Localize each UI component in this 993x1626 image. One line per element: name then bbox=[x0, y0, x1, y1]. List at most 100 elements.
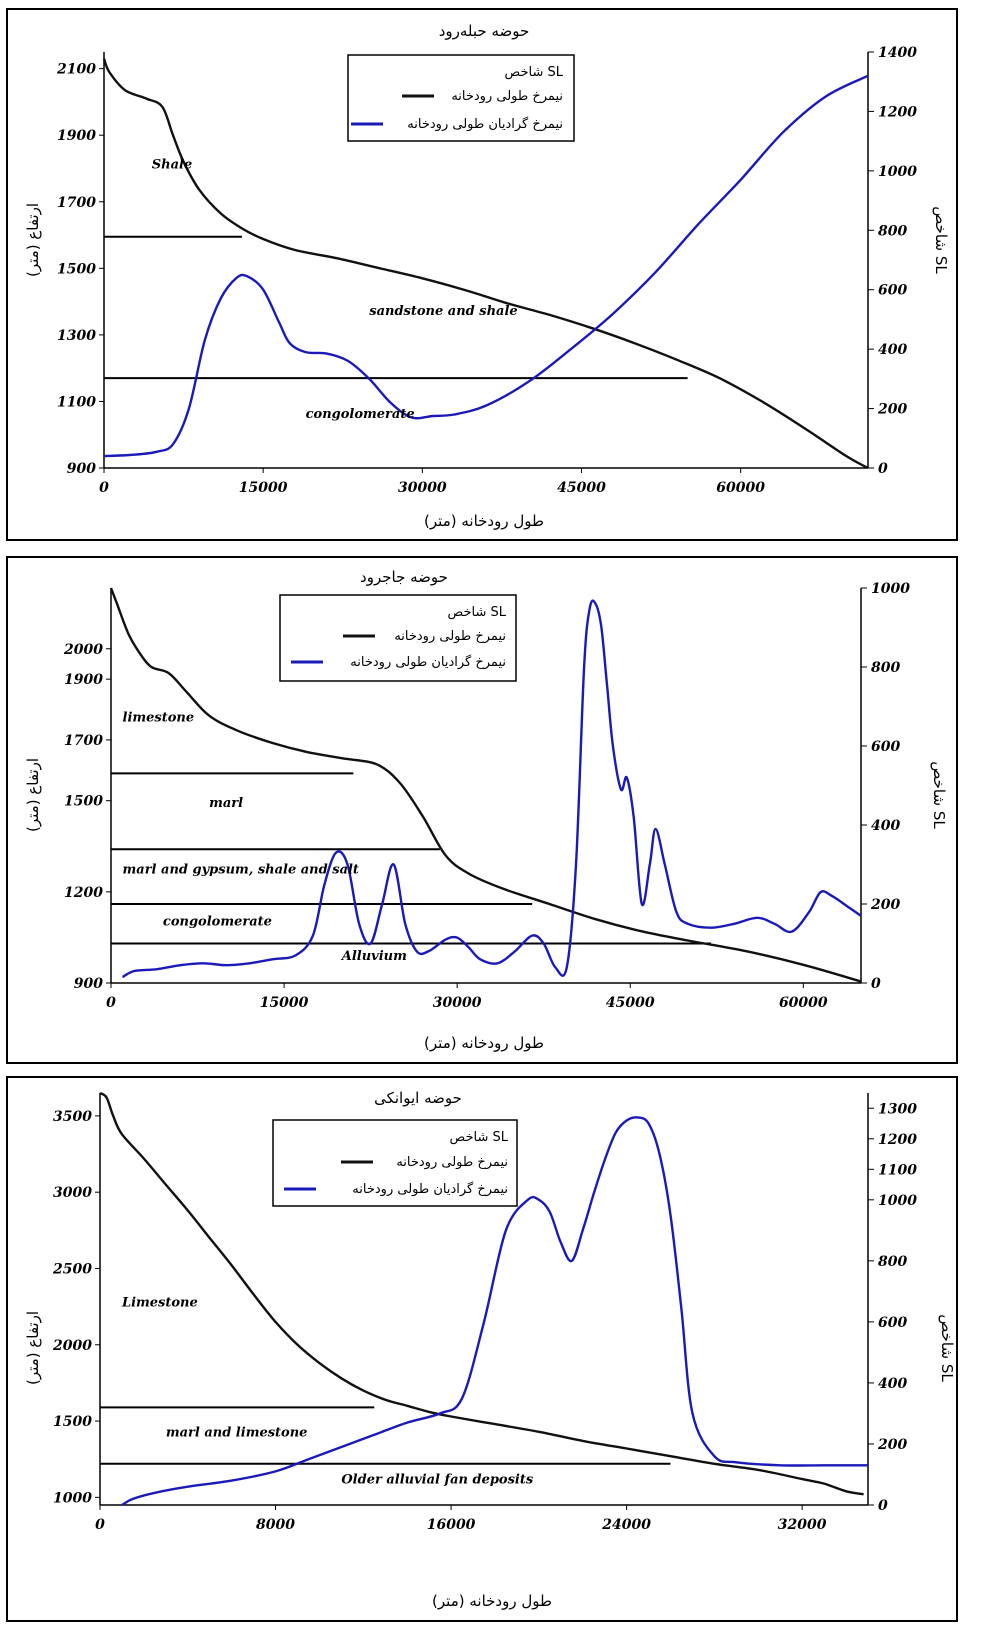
legend-entry-elevation: نیمرخ طولی رودخانه bbox=[396, 1155, 508, 1170]
chart-svg-jajrud: 0 15000 30000 45000 60000 900 1200 1500 1700 1900… bbox=[24, 568, 948, 1052]
y-left-tick-label: 1700 bbox=[64, 733, 103, 749]
y-right-tick-label: 1100 bbox=[878, 1162, 917, 1178]
elevation-profile-line bbox=[99, 1091, 864, 1496]
legend-heading: شاخص SL bbox=[505, 65, 564, 80]
y-axis-right-label: شاخص SL bbox=[938, 1314, 956, 1382]
x-tick-label: 16000 bbox=[427, 1517, 476, 1533]
chart-title: حوضه جاجرود bbox=[360, 568, 448, 586]
y-left-tick-label: 2500 bbox=[52, 1261, 92, 1277]
lithology-label: limestone bbox=[123, 711, 195, 726]
legend-box: شاخص SL نیمرخ طولی رودخانه نیمرخ گرادیان… bbox=[279, 594, 517, 682]
lithology-label: marl bbox=[209, 796, 243, 811]
x-tick-label: 32000 bbox=[778, 1517, 827, 1533]
x-tick-label: 0 bbox=[99, 480, 109, 496]
y-right-tick-label: 200 bbox=[877, 1437, 907, 1453]
y-axis-left-label: ارتفاع (متر) bbox=[24, 1311, 42, 1385]
legend-box: شاخص SL نیمرخ طولی رودخانه نیمرخ گرادیان… bbox=[347, 54, 575, 142]
y-right-tick-label: 600 bbox=[878, 283, 907, 299]
y-left-tick-label: 3000 bbox=[53, 1185, 92, 1201]
y-right-tick-label: 400 bbox=[878, 342, 907, 358]
lithology-label: congolomerate bbox=[306, 407, 415, 422]
x-tick-label: 15000 bbox=[239, 480, 288, 496]
y-left-tick-label: 900 bbox=[74, 976, 103, 992]
y-right-tick-label: 0 bbox=[878, 1498, 888, 1514]
x-tick-label: 60000 bbox=[716, 480, 765, 496]
x-tick-label: 45000 bbox=[557, 480, 606, 496]
x-tick-label: 15000 bbox=[260, 995, 309, 1011]
x-tick-label: 30000 bbox=[398, 480, 447, 496]
x-tick-label: 24000 bbox=[601, 1517, 651, 1533]
y-right-tick-label: 1000 bbox=[878, 164, 917, 180]
legend-entry-sl: نیمرخ گرادیان طولی رودخانه bbox=[350, 654, 506, 670]
y-left-tick-label: 1500 bbox=[64, 794, 103, 810]
y-right-tick-label: 1400 bbox=[878, 45, 917, 61]
y-left-tick-label: 2100 bbox=[56, 62, 96, 78]
y-left-tick-label: 1500 bbox=[57, 261, 96, 277]
y-right-tick-label: 1200 bbox=[878, 1132, 917, 1148]
y-right-tick-label: 800 bbox=[878, 1254, 907, 1270]
chart-panel-hableh-rud: 0 15000 30000 45000 60000 900 1100 1300 1500 1700… bbox=[6, 8, 958, 541]
x-axis-label: طول رودخانه (متر) bbox=[424, 512, 544, 530]
chart-title: حوضه حبله‌رود bbox=[439, 22, 530, 40]
sl-gradient-line bbox=[121, 599, 862, 979]
y-right-tick-label: 200 bbox=[870, 897, 900, 913]
lithology-label: Limestone bbox=[121, 1296, 198, 1311]
y-left-tick-label: 2000 bbox=[63, 642, 103, 658]
legend-entry-elevation: نیمرخ طولی رودخانه bbox=[394, 629, 506, 644]
y-right-tick-label: 600 bbox=[878, 1315, 907, 1331]
lithology-label: congolomerate bbox=[163, 914, 272, 929]
chart-panel-eyvanaki: 0 8000 16000 24000 32000 1000 1500 2000 2500 3000… bbox=[6, 1076, 958, 1622]
y-right-tick-label: 400 bbox=[871, 818, 900, 834]
y-right-tick-label: 200 bbox=[877, 402, 907, 418]
y-left-tick-label: 1500 bbox=[53, 1414, 92, 1430]
y-right-tick-label: 1000 bbox=[878, 1193, 917, 1209]
y-right-tick-label: 800 bbox=[871, 660, 900, 676]
legend-box: شاخص SL نیمرخ طولی رودخانه نیمرخ گرادیان… bbox=[272, 1119, 518, 1207]
lithology-label: Shale bbox=[152, 157, 192, 172]
y-axis-right-label: شاخص SL bbox=[932, 206, 950, 274]
lithology-label: marl and gypsum, shale and salt bbox=[123, 863, 359, 878]
x-tick-label: 60000 bbox=[779, 995, 828, 1011]
y-left-tick-label: 1100 bbox=[57, 394, 96, 410]
lithology-label: sandstone and shale bbox=[369, 304, 517, 319]
lithology-label: marl and limestone bbox=[166, 1425, 308, 1440]
y-right-tick-label: 800 bbox=[878, 223, 907, 239]
y-left-tick-label: 1300 bbox=[57, 328, 96, 344]
y-right-tick-label: 600 bbox=[871, 739, 900, 755]
y-left-tick-label: 3500 bbox=[53, 1109, 92, 1125]
legend-heading: شاخص SL bbox=[448, 605, 507, 620]
y-right-tick-label: 1300 bbox=[878, 1101, 917, 1117]
legend-entry-sl: نیمرخ گرادیان طولی رودخانه bbox=[407, 116, 563, 132]
y-left-tick-label: 900 bbox=[67, 461, 96, 477]
y-right-tick-label: 1200 bbox=[878, 104, 917, 120]
chart-svg-hableh-rud: 0 15000 30000 45000 60000 900 1100 1300 1500 1700… bbox=[24, 22, 950, 530]
y-right-tick-label: 1000 bbox=[871, 581, 910, 597]
y-left-tick-label: 2000 bbox=[52, 1338, 92, 1354]
y-left-tick-label: 1900 bbox=[64, 672, 103, 688]
x-tick-label: 0 bbox=[106, 995, 116, 1011]
y-right-tick-label: 0 bbox=[878, 461, 888, 477]
y-left-tick-label: 1700 bbox=[57, 195, 96, 211]
x-tick-label: 30000 bbox=[433, 995, 482, 1011]
y-left-tick-label: 1200 bbox=[64, 885, 103, 901]
elevation-profile-line bbox=[109, 587, 862, 983]
elevation-profile-line bbox=[102, 58, 869, 470]
y-axis-left-label: ارتفاع (متر) bbox=[24, 203, 42, 277]
lithology-label: Older alluvial fan deposits bbox=[341, 1473, 534, 1488]
x-tick-label: 8000 bbox=[256, 1517, 295, 1533]
legend-entry-elevation: نیمرخ طولی رودخانه bbox=[451, 89, 563, 104]
x-tick-label: 45000 bbox=[606, 995, 655, 1011]
chart-panel-jajrud: 0 15000 30000 45000 60000 900 1200 1500 1700 1900… bbox=[6, 556, 958, 1064]
legend-heading: شاخص SL bbox=[450, 1130, 509, 1145]
y-left-tick-label: 1000 bbox=[53, 1490, 92, 1506]
y-right-tick-label: 400 bbox=[878, 1376, 907, 1392]
y-axis-right-label: شاخص SL bbox=[930, 761, 948, 829]
y-right-tick-label: 0 bbox=[871, 976, 881, 992]
sl-gradient-line bbox=[121, 1116, 868, 1507]
chart-title: حوضه ایوانکی bbox=[374, 1089, 462, 1107]
legend-entry-sl: نیمرخ گرادیان طولی رودخانه bbox=[352, 1181, 508, 1197]
x-tick-label: 0 bbox=[95, 1517, 105, 1533]
x-axis-label: طول رودخانه (متر) bbox=[432, 1592, 552, 1610]
chart-svg-eyvanaki: 0 8000 16000 24000 3200010001500200025003000… bbox=[24, 1089, 956, 1610]
lithology-label: Alluvium bbox=[340, 949, 407, 964]
